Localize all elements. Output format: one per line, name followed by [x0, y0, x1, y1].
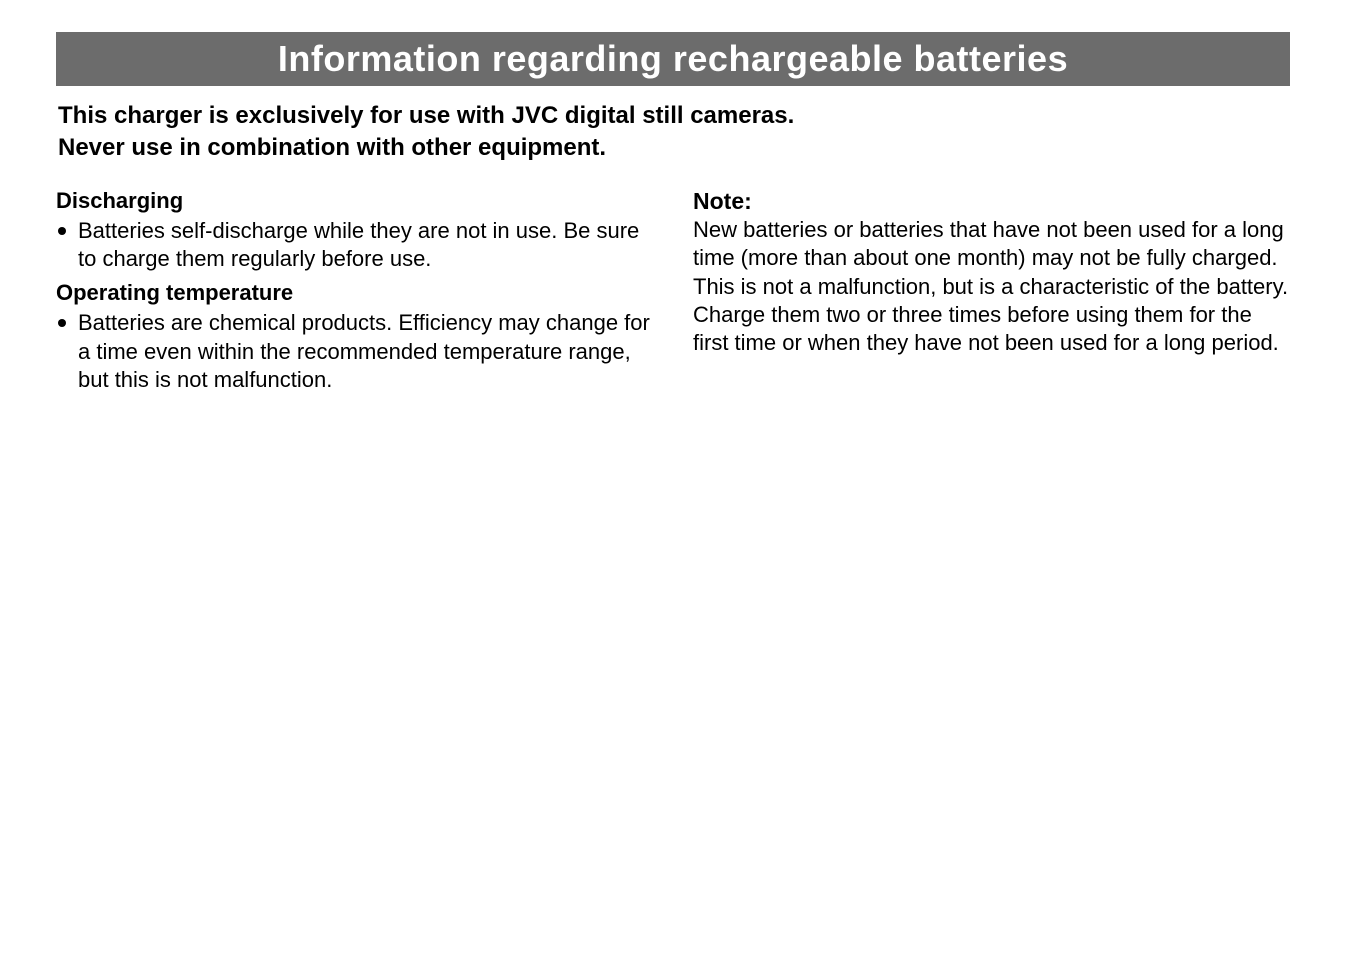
left-column: Discharging Batteries self-discharge whi…: [56, 187, 653, 400]
intro-block: This charger is exclusively for use with…: [58, 100, 1288, 165]
title-bar-text: Information regarding rechargeable batte…: [278, 38, 1068, 80]
operating-temperature-heading: Operating temperature: [56, 279, 653, 307]
intro-line-1: This charger is exclusively for use with…: [58, 100, 1288, 132]
intro-line-2: Never use in combination with other equi…: [58, 132, 1288, 164]
discharging-bullet: Batteries self-discharge while they are …: [56, 217, 653, 273]
note-body-text: New batteries or batteries that have not…: [693, 216, 1290, 357]
title-bar: Information regarding rechargeable batte…: [56, 32, 1290, 86]
document-page: Information regarding rechargeable batte…: [0, 0, 1346, 400]
discharging-list: Batteries self-discharge while they are …: [56, 217, 653, 273]
right-column: Note: New batteries or batteries that ha…: [693, 187, 1290, 400]
operating-temperature-list: Batteries are chemical products. Efficie…: [56, 309, 653, 393]
discharging-heading: Discharging: [56, 187, 653, 215]
operating-temperature-bullet: Batteries are chemical products. Efficie…: [56, 309, 653, 393]
note-heading: Note:: [693, 187, 1290, 216]
two-column-layout: Discharging Batteries self-discharge whi…: [56, 187, 1290, 400]
